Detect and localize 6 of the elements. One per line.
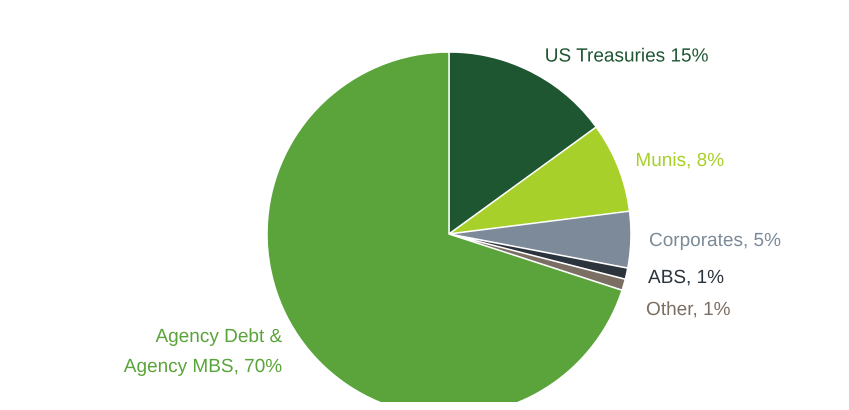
slice-label: Agency Debt & Agency MBS, 70%: [124, 326, 283, 378]
slice-label: US Treasuries 15%: [544, 45, 709, 66]
slice-label: ABS, 1%: [648, 267, 724, 288]
slice-label: Munis, 8%: [635, 150, 724, 171]
slice-label: Corporates, 5%: [648, 230, 782, 251]
slice-label: Other, 1%: [646, 299, 731, 320]
